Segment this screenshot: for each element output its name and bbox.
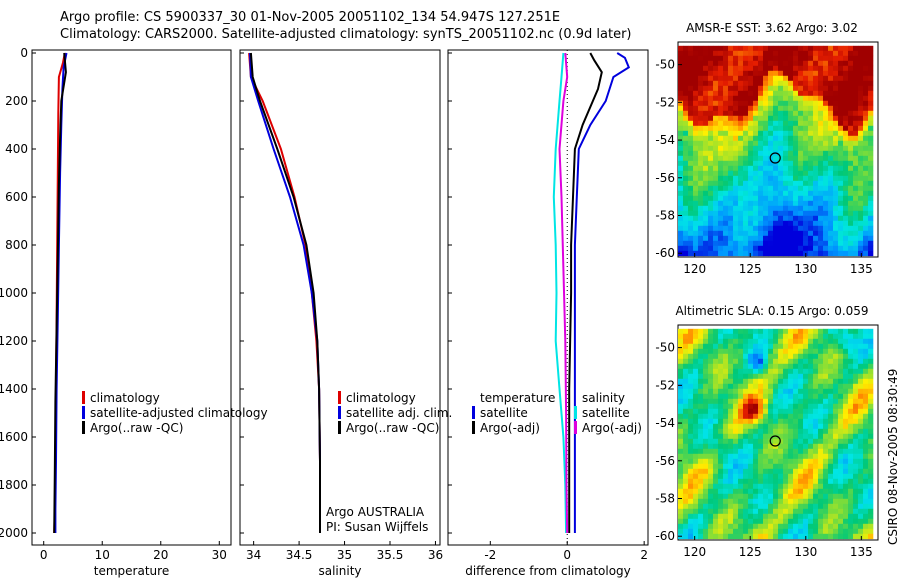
x-tick-label: -2 xyxy=(484,548,496,562)
legend-swatch-black xyxy=(338,421,341,434)
y-tick-label: 1400 xyxy=(0,382,28,396)
x-tick-label: 135 xyxy=(850,545,873,559)
legend-swatch-red xyxy=(82,391,85,404)
x-tick-label: 10 xyxy=(95,548,110,562)
series-line-cyan xyxy=(552,52,568,534)
legend-label: temperature xyxy=(480,391,555,405)
y-tick-label: -56 xyxy=(655,171,675,185)
y-tick-label: 200 xyxy=(5,94,28,108)
legend-label: satellite adj. clim. xyxy=(346,406,452,420)
legend-swatch-blue xyxy=(82,406,85,419)
y-tick-label: 400 xyxy=(5,142,28,156)
legend-swatch-magenta xyxy=(574,421,577,434)
legend-label: satellite xyxy=(582,406,630,420)
x-tick-label: 0 xyxy=(563,548,571,562)
y-tick-label: -54 xyxy=(655,133,675,147)
sla-map-panel: Altimetric SLA: 0.15 Argo: 0.059 120 125 13… xyxy=(655,304,879,559)
y-tick-label: 600 xyxy=(5,190,28,204)
series-line-black xyxy=(249,52,321,533)
figure-title-line1: Argo profile: CS 5900337_30 01-Nov-2005 … xyxy=(60,10,561,25)
y-tick-label: 800 xyxy=(5,238,28,252)
x-axis-label: temperature xyxy=(94,564,169,578)
y-tick-label: -56 xyxy=(655,454,675,468)
x-tick-label: 30 xyxy=(212,548,227,562)
y-tick-label: 1800 xyxy=(0,478,28,492)
sst-map-panel: AMSR-E SST: 3.62 Argo: 3.02 120 125 130 135 -… xyxy=(655,21,879,276)
legend-label: climatology xyxy=(90,391,160,405)
x-tick-label: 120 xyxy=(683,545,706,559)
y-tick-label: 1000 xyxy=(0,286,28,300)
figure-title-line2: Climatology: CARS2000. Satellite-adjuste… xyxy=(60,27,632,42)
legend-label: Argo(..raw -QC) xyxy=(346,421,439,435)
x-tick-label: 20 xyxy=(153,548,168,562)
profile-panel-3: -2 0 2 difference from climatology xyxy=(447,49,649,578)
x-axis-label: salinity xyxy=(318,564,361,578)
x-tick-label: 35.5 xyxy=(377,548,404,562)
heatmap-cells xyxy=(678,45,874,257)
legend-swatch-black xyxy=(82,421,85,434)
x-tick-label: 130 xyxy=(794,545,817,559)
heatmap-cells xyxy=(678,328,874,540)
profile-location-marker xyxy=(769,152,781,164)
plot-frame xyxy=(31,49,232,546)
y-tick-label: -58 xyxy=(655,209,675,223)
profile-panel-2: 34 34.5 35 35.5 36 salinity xyxy=(239,49,443,578)
y-tick-label: -52 xyxy=(655,378,675,392)
legend-label: satellite xyxy=(480,406,528,420)
legend-label: Argo(..raw -QC) xyxy=(90,421,183,435)
map-title: Altimetric SLA: 0.15 Argo: 0.059 xyxy=(675,304,868,318)
legend-swatch-blue xyxy=(472,406,475,419)
legend-label: Argo(-adj) xyxy=(480,421,540,435)
profile-panel-1: 0 10 20 30 0 200 400 600 800 1000 1200 1400 1600 1800… xyxy=(0,46,232,578)
y-tick-label: -54 xyxy=(655,416,675,430)
series-line-black xyxy=(568,52,603,533)
legend-label: climatology xyxy=(346,391,416,405)
plot-frame xyxy=(447,49,649,546)
legend-label: salinity xyxy=(582,391,625,405)
y-tick-label: 1200 xyxy=(0,334,28,348)
annotation-line2: PI: Susan Wijffels xyxy=(326,520,428,534)
x-tick-label: 125 xyxy=(739,545,762,559)
plot-frame xyxy=(239,49,441,546)
y-tick-label: 0 xyxy=(20,46,28,60)
y-tick-label: -60 xyxy=(655,246,675,260)
x-tick-label: 34.5 xyxy=(286,548,313,562)
y-tick-label: -50 xyxy=(655,58,675,72)
y-tick-label: -58 xyxy=(655,492,675,506)
y-tick-label: -60 xyxy=(655,529,675,543)
annotation-line1: Argo AUSTRALIA xyxy=(326,505,425,519)
map-title: AMSR-E SST: 3.62 Argo: 3.02 xyxy=(686,21,858,35)
legend-label: Argo(-adj) xyxy=(582,421,642,435)
x-tick-label: 36 xyxy=(428,548,443,562)
profile-location-marker xyxy=(769,435,781,447)
x-tick-label: 2 xyxy=(640,548,648,562)
x-tick-label: 34 xyxy=(246,548,261,562)
y-tick-label: -50 xyxy=(655,341,675,355)
legend-swatch-cyan xyxy=(574,406,577,419)
legend-swatch-blue xyxy=(338,406,341,419)
series-line-blue xyxy=(573,52,631,533)
series-line-black xyxy=(53,52,67,534)
x-tick-label: 135 xyxy=(850,262,873,276)
legend-swatch-black xyxy=(472,421,475,434)
y-tick-label: -52 xyxy=(655,95,675,109)
y-tick-label: 1600 xyxy=(0,430,28,444)
y-tick-label: 2000 xyxy=(0,526,28,540)
x-tick-label: 120 xyxy=(683,262,706,276)
x-tick-label: 35 xyxy=(337,548,352,562)
x-tick-label: 0 xyxy=(40,548,48,562)
series-line-magenta xyxy=(558,52,569,534)
x-axis-label: difference from climatology xyxy=(465,564,631,578)
x-tick-label: 125 xyxy=(739,262,762,276)
legend-swatch-red xyxy=(338,391,341,404)
x-tick-label: 130 xyxy=(794,262,817,276)
legend-label: satellite-adjusted climatology xyxy=(90,406,268,420)
